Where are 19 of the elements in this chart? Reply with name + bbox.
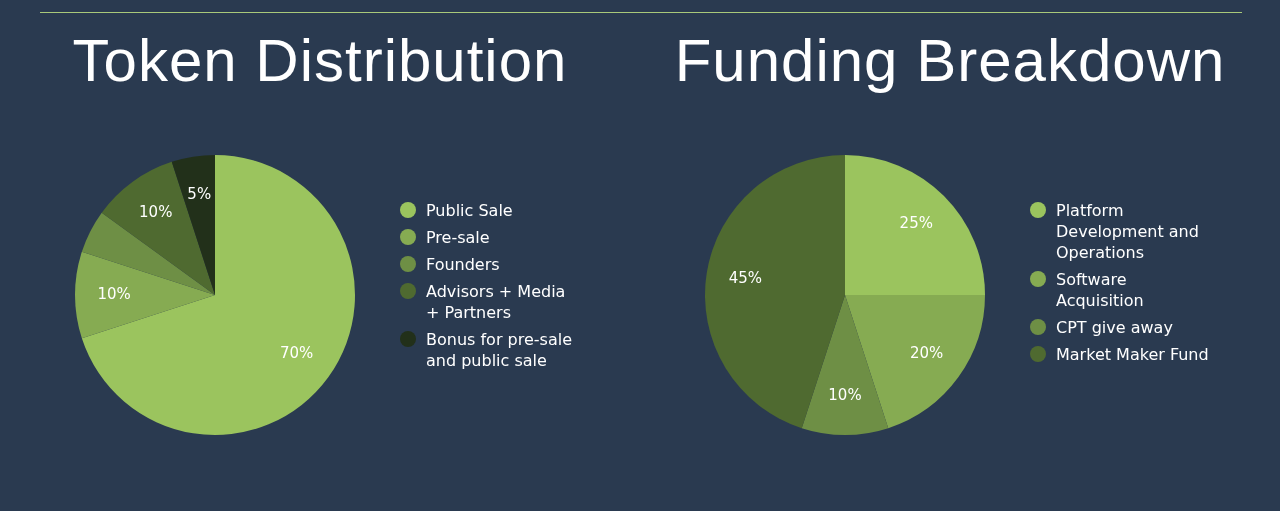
legend-label: Founders bbox=[425, 254, 501, 275]
legend-label: Public Sale bbox=[425, 200, 514, 221]
data-label: 10% bbox=[97, 284, 131, 303]
legend-label: Platform Development and Operations bbox=[1055, 200, 1200, 263]
data-label: 25% bbox=[899, 213, 933, 232]
data-label: 45% bbox=[728, 269, 763, 288]
legend-label: Advisors + Media + Partners bbox=[425, 281, 567, 323]
chart-title: Token Distribution bbox=[71, 26, 569, 95]
legend-label: Pre-sale bbox=[425, 227, 491, 248]
legend-label: Software Acquisition bbox=[1055, 269, 1145, 311]
data-label: 20% bbox=[909, 344, 944, 363]
data-label: 10% bbox=[139, 203, 173, 222]
data-label: 5% bbox=[187, 185, 212, 204]
legend-label: Market Maker Fund bbox=[1055, 344, 1210, 365]
data-label: 10% bbox=[828, 385, 862, 404]
legend-label: Bonus for pre-sale and public sale bbox=[425, 329, 573, 371]
data-label: 70% bbox=[279, 344, 314, 363]
chart-title: Funding Breakdown bbox=[673, 26, 1227, 95]
legend-label: CPT give away bbox=[1055, 317, 1174, 338]
